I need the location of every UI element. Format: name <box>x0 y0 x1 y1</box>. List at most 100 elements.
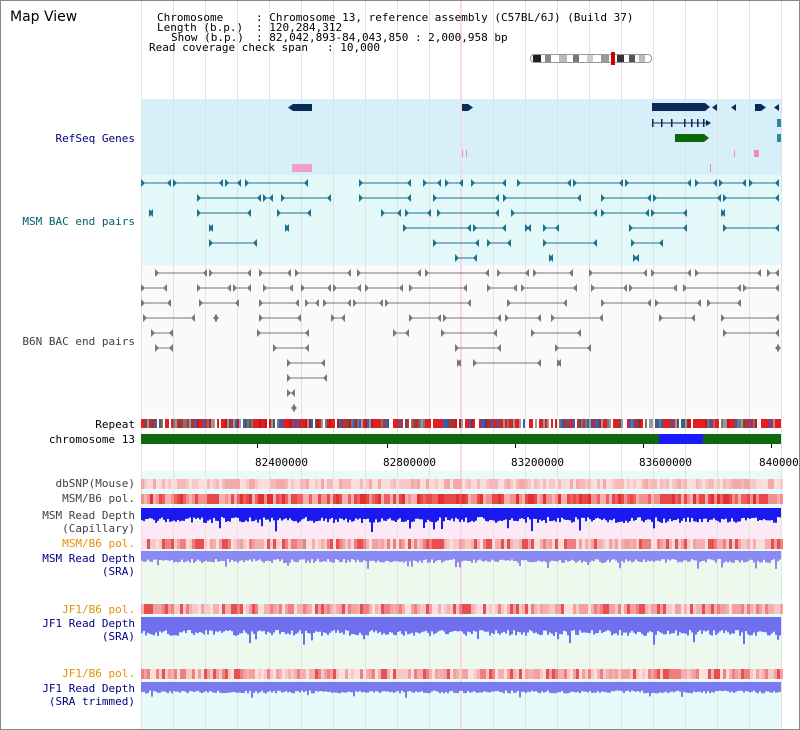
msm-b6-pol-2-cell <box>528 539 531 549</box>
msm-b6-pol-2-cell <box>717 539 720 549</box>
repeat-segment <box>301 419 303 428</box>
b6n-bac-pair-end <box>589 269 593 277</box>
msm-bac-pair-end <box>507 239 511 247</box>
repeat-segment <box>507 419 509 428</box>
dbsnp-cell <box>336 479 339 489</box>
msm-capillary-depth-bar <box>645 508 647 520</box>
msm-capillary-depth-bar <box>353 508 355 521</box>
jf1-b6-pol-cell <box>432 604 435 614</box>
msm-capillary-depth-bar <box>377 508 379 523</box>
msm-capillary-depth-bar <box>151 508 153 519</box>
msm-capillary-depth-bar <box>159 508 161 519</box>
grid-line <box>653 1 654 729</box>
msm-b6-pol-cell <box>222 494 225 504</box>
repeat-segment <box>727 419 729 428</box>
repeat-segment <box>207 419 209 428</box>
jf1-sra-depth-bar <box>423 617 425 632</box>
jf1-trimmed-depth-bar <box>199 682 201 693</box>
msm-b6-pol-cell <box>768 494 771 504</box>
repeat-segment <box>195 419 197 428</box>
msm-sra-depth-bar <box>621 551 623 561</box>
jf1-sra-depth-bar <box>167 617 169 634</box>
msm-capillary-depth-bar <box>303 508 305 519</box>
jf1-b6-pol-cell <box>456 604 459 614</box>
b6n-bac-pair-end <box>321 359 325 367</box>
jf1-b6-pol-2-cell <box>264 669 267 679</box>
msm-b6-pol-cell <box>402 494 405 504</box>
msm-b6-pol-2-cell <box>753 539 756 549</box>
msm-capillary-depth-bar <box>705 508 707 519</box>
jf1-trimmed-depth-bar <box>367 682 369 693</box>
jf1-sra-depth-bar <box>703 617 705 631</box>
msm-b6-pol-2-cell <box>750 539 753 549</box>
repeat-segment <box>583 419 585 428</box>
jf1-sra-depth-bar <box>427 617 429 633</box>
msm-bac-pair-end <box>471 179 475 187</box>
axis-tick-mark <box>771 444 772 448</box>
jf1-sra-depth-bar <box>523 617 525 633</box>
msm-capillary-depth-bar <box>585 508 587 522</box>
jf1-trimmed-depth-bar <box>439 682 441 694</box>
jf1-sra-depth-bar <box>325 617 327 634</box>
msm-b6-pol-cell <box>537 494 540 504</box>
jf1-trimmed-depth-bar <box>397 682 399 691</box>
msm-capillary-depth-bar <box>205 508 207 523</box>
msm-bac-pair-end <box>543 239 547 247</box>
jf1-b6-pol-cell <box>618 604 621 614</box>
msm-b6-pol-cell <box>363 494 366 504</box>
jf1-trimmed-depth-bar <box>605 682 607 693</box>
repeat-segment <box>239 419 241 428</box>
repeat-segment <box>739 419 741 428</box>
msm-b6-pol-cell <box>477 494 480 504</box>
msm-sra-depth-bar <box>365 551 367 562</box>
msm-bac-pair-end <box>555 224 559 232</box>
jf1-b6-pol-cell <box>528 604 531 614</box>
msm-b6-pol-cell <box>732 494 735 504</box>
jf1-sra-depth-bar <box>443 617 445 632</box>
chromosome-ideogram[interactable] <box>530 54 652 63</box>
msm-sra-depth-bar <box>573 551 575 561</box>
b6n-bac-pair-end <box>673 284 677 292</box>
msm-sra-depth-bar <box>489 551 491 562</box>
msm-capillary-depth-bar <box>543 508 545 521</box>
msm-sra-depth-bar <box>603 551 605 563</box>
msm-b6-pol-2-cell <box>591 539 594 549</box>
dbsnp-cell <box>693 479 696 489</box>
jf1-b6-pol-2-cell <box>678 669 681 679</box>
msm-sra-depth-bar <box>641 551 643 562</box>
msm-b6-pol-2-cell <box>357 539 360 549</box>
msm-sra-depth-bar <box>339 551 341 563</box>
jf1-trimmed-depth-bar <box>675 682 677 692</box>
msm-sra-depth-bar <box>391 551 393 563</box>
jf1-trimmed-depth-bar <box>497 682 499 691</box>
repeat-segment <box>203 419 205 428</box>
msm-b6-pol-2-cell <box>666 539 669 549</box>
jf1-sra-depth-bar <box>509 617 511 636</box>
dbsnp-cell <box>339 479 342 489</box>
dbsnp-cell <box>519 479 522 489</box>
msm-b6-pol-cell <box>339 494 342 504</box>
jf1-b6-pol-2-cell <box>618 669 621 679</box>
msm-b6-pol-2-cell <box>624 539 627 549</box>
jf1-sra-depth-bar <box>453 617 455 632</box>
msm-sra-depth-bar <box>241 551 243 561</box>
msm-bac-pair-end <box>629 224 633 232</box>
jf1-sra-depth-bar <box>209 617 211 631</box>
jf1-sra-depth-bar <box>577 617 579 636</box>
msm-capillary-depth-bar <box>237 508 239 518</box>
msm-sra-depth-bar <box>141 551 143 561</box>
jf1-trimmed-depth-bar <box>559 682 561 693</box>
jf1-trimmed-depth-bar <box>219 682 221 693</box>
jf1-trimmed-depth-bar <box>393 682 395 693</box>
msm-sra-depth-bar <box>415 551 417 562</box>
jf1-b6-pol-2-cell <box>777 669 780 679</box>
msm-b6-pol-cell <box>423 494 426 504</box>
repeat-segment <box>529 419 531 428</box>
msm-sra-depth-bar <box>245 551 247 561</box>
b6n-bac-pair-end <box>537 314 541 322</box>
msm-b6-pol-2-cell <box>165 539 168 549</box>
msm-capillary-depth-bar <box>197 508 199 518</box>
dbsnp-cell <box>771 479 774 489</box>
msm-b6-pol-cell <box>378 494 381 504</box>
